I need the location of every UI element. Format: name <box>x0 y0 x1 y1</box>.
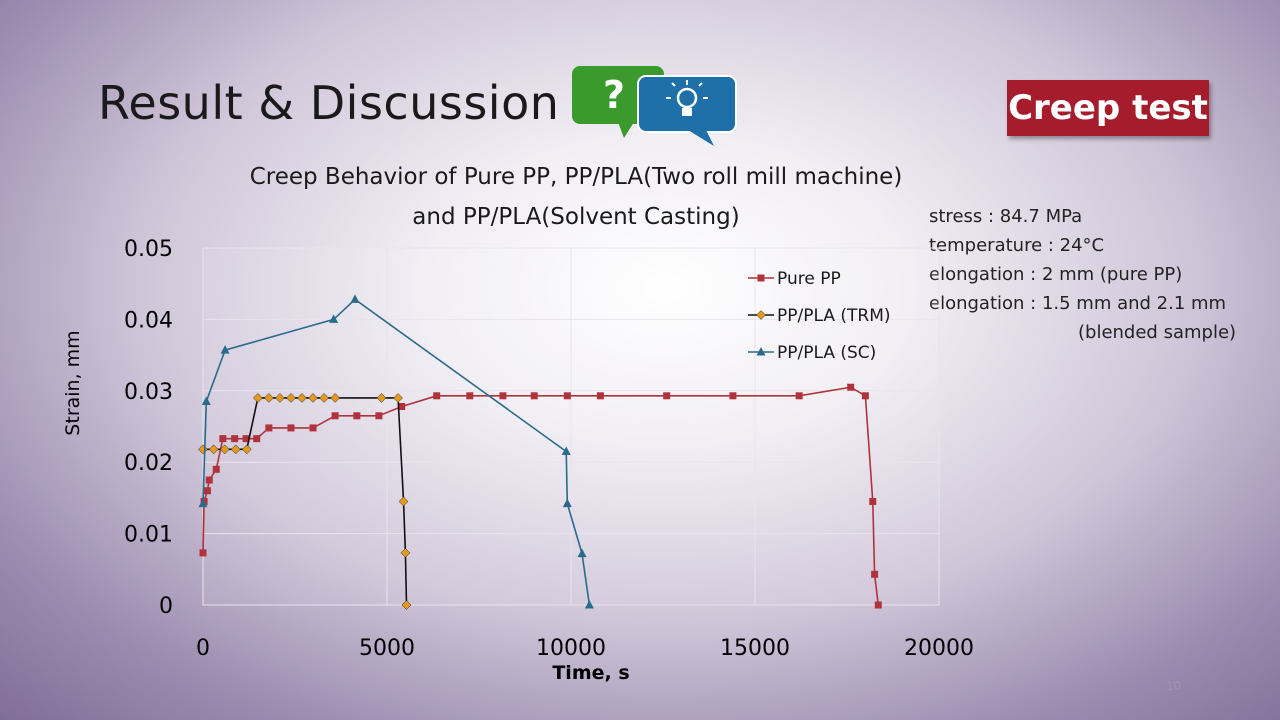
x-tick-label: 20000 <box>904 636 974 661</box>
question-mark: ? <box>603 73 625 117</box>
data-point <box>350 294 360 303</box>
data-point <box>874 601 882 609</box>
data-point <box>795 392 803 400</box>
x-tick-label: 5000 <box>359 636 415 661</box>
data-point <box>212 465 220 473</box>
data-point <box>205 476 213 484</box>
data-point <box>264 393 274 403</box>
chart-title-line: Creep Behavior of Pure PP, PP/PLA(Two ro… <box>250 164 903 190</box>
data-point <box>297 393 307 403</box>
data-point <box>561 446 571 455</box>
question-idea-bubbles-icon: ? <box>572 66 737 146</box>
data-point <box>400 548 411 558</box>
legend-marker <box>756 347 766 356</box>
data-point <box>401 600 412 610</box>
x-axis-label: Time, s <box>552 662 629 684</box>
legend-entry: PP/PLA (TRM) <box>777 306 891 326</box>
note-elongation-blend: elongation : 1.5 mm and 2.1 mm <box>929 293 1227 314</box>
data-point <box>308 393 318 403</box>
data-point <box>375 412 383 420</box>
data-point <box>329 314 339 323</box>
data-point <box>353 412 361 420</box>
legend-entry: Pure PP <box>777 269 841 289</box>
y-tick-label: 0.02 <box>124 451 173 476</box>
data-point <box>275 393 285 403</box>
creep-test-badge: Creep test <box>1007 80 1209 136</box>
data-point <box>466 392 474 400</box>
data-point <box>861 392 869 400</box>
note-blended-sample: (blended sample) <box>1078 322 1237 343</box>
data-point <box>199 549 207 557</box>
x-tick-label: 15000 <box>720 636 790 661</box>
data-point <box>584 600 594 609</box>
page-number: 10 <box>1166 679 1182 693</box>
y-axis-label: Strain, mm <box>62 330 84 435</box>
data-point <box>241 444 252 455</box>
x-tick-label: 10000 <box>536 636 606 661</box>
data-point <box>433 392 441 400</box>
legend-marker <box>757 274 765 282</box>
data-point <box>219 444 230 455</box>
data-point <box>563 392 571 400</box>
lightbulb-bubble-icon <box>637 75 737 146</box>
data-point <box>729 392 737 400</box>
data-point <box>231 435 239 443</box>
x-tick-label: 0 <box>196 636 210 661</box>
data-point <box>219 435 227 443</box>
data-point <box>265 424 273 432</box>
data-point <box>869 497 877 505</box>
chart-title-line: and PP/PLA(Solvent Casting) <box>412 204 739 230</box>
data-point <box>230 444 241 455</box>
y-tick-label: 0 <box>159 594 173 619</box>
series-line <box>202 386 880 606</box>
legend-entry: PP/PLA (SC) <box>777 343 876 363</box>
data-point <box>253 435 261 443</box>
series-3 <box>198 294 594 609</box>
data-point <box>201 396 211 406</box>
data-point <box>871 570 879 578</box>
data-point <box>319 393 329 403</box>
data-point <box>398 496 409 507</box>
data-point <box>596 392 604 400</box>
series-2 <box>198 393 412 610</box>
data-point <box>331 412 339 420</box>
data-point <box>330 393 340 403</box>
data-point <box>286 393 296 403</box>
data-point <box>398 403 406 411</box>
note-elongation-pp: elongation : 2 mm (pure PP) <box>929 264 1183 285</box>
data-point <box>198 498 208 508</box>
y-tick-label: 0.03 <box>124 380 173 405</box>
slide-title: Result & Discussion <box>98 76 560 130</box>
data-point <box>208 444 219 455</box>
note-temperature: temperature : 24°C <box>929 235 1105 256</box>
y-tick-label: 0.01 <box>124 523 173 548</box>
data-point <box>393 393 403 403</box>
data-point <box>376 393 387 403</box>
data-point <box>252 393 263 403</box>
data-point <box>562 498 572 508</box>
y-tick-label: 0.05 <box>124 237 173 262</box>
legend-marker <box>756 310 766 320</box>
data-point <box>287 424 295 432</box>
y-tick-label: 0.04 <box>124 308 173 333</box>
data-point <box>242 435 250 443</box>
data-point <box>203 487 211 495</box>
data-point <box>847 383 855 391</box>
data-point <box>577 548 587 558</box>
data-point <box>499 392 507 400</box>
data-point <box>663 392 671 400</box>
data-point <box>309 424 317 432</box>
test-conditions: stress : 84.7 MPa temperature : 24°C elo… <box>929 202 1269 347</box>
data-point <box>220 345 230 354</box>
data-point <box>530 392 538 400</box>
note-stress: stress : 84.7 MPa <box>929 206 1083 227</box>
